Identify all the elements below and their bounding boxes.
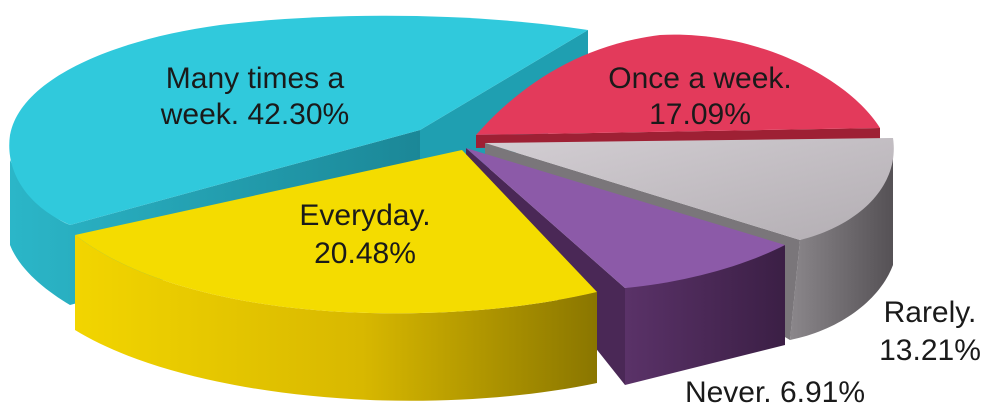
slice-everyday-top [75,150,597,314]
slice-label-line: 20.48% [314,237,416,270]
slice-label-line: 17.09% [649,98,751,131]
slice-label-everyday: Everyday. 20.48% [299,199,430,270]
slice-label-line: Once a week. [608,62,791,95]
slice-once-a-week-top [476,34,880,136]
slice-rarely-top [485,138,894,240]
slice-label-line: Many times a [166,62,345,95]
slice-label-line: Never. 6.91% [685,376,865,409]
slice-label-once-a-week: Once a week. 17.09% [608,62,791,131]
slice-label-line: Rarely. [884,296,977,329]
slice-many-times-a-week-top [9,15,588,225]
slice-everyday-side-0 [75,235,597,401]
slice-label-never: Never. 6.91% [685,376,865,409]
slice-label-many-times-a-week: Many times a week. 42.30% [160,62,349,131]
slice-label-rarely: Rarely. 13.21% [879,296,981,367]
slice-label-line: Everyday. [299,199,430,232]
slice-rarely-side-0 [790,140,893,340]
slice-label-line: week. 42.30% [160,98,349,131]
slice-label-line: 13.21% [879,334,981,367]
slice-everyday [75,150,597,401]
slice-never-top [466,148,785,288]
